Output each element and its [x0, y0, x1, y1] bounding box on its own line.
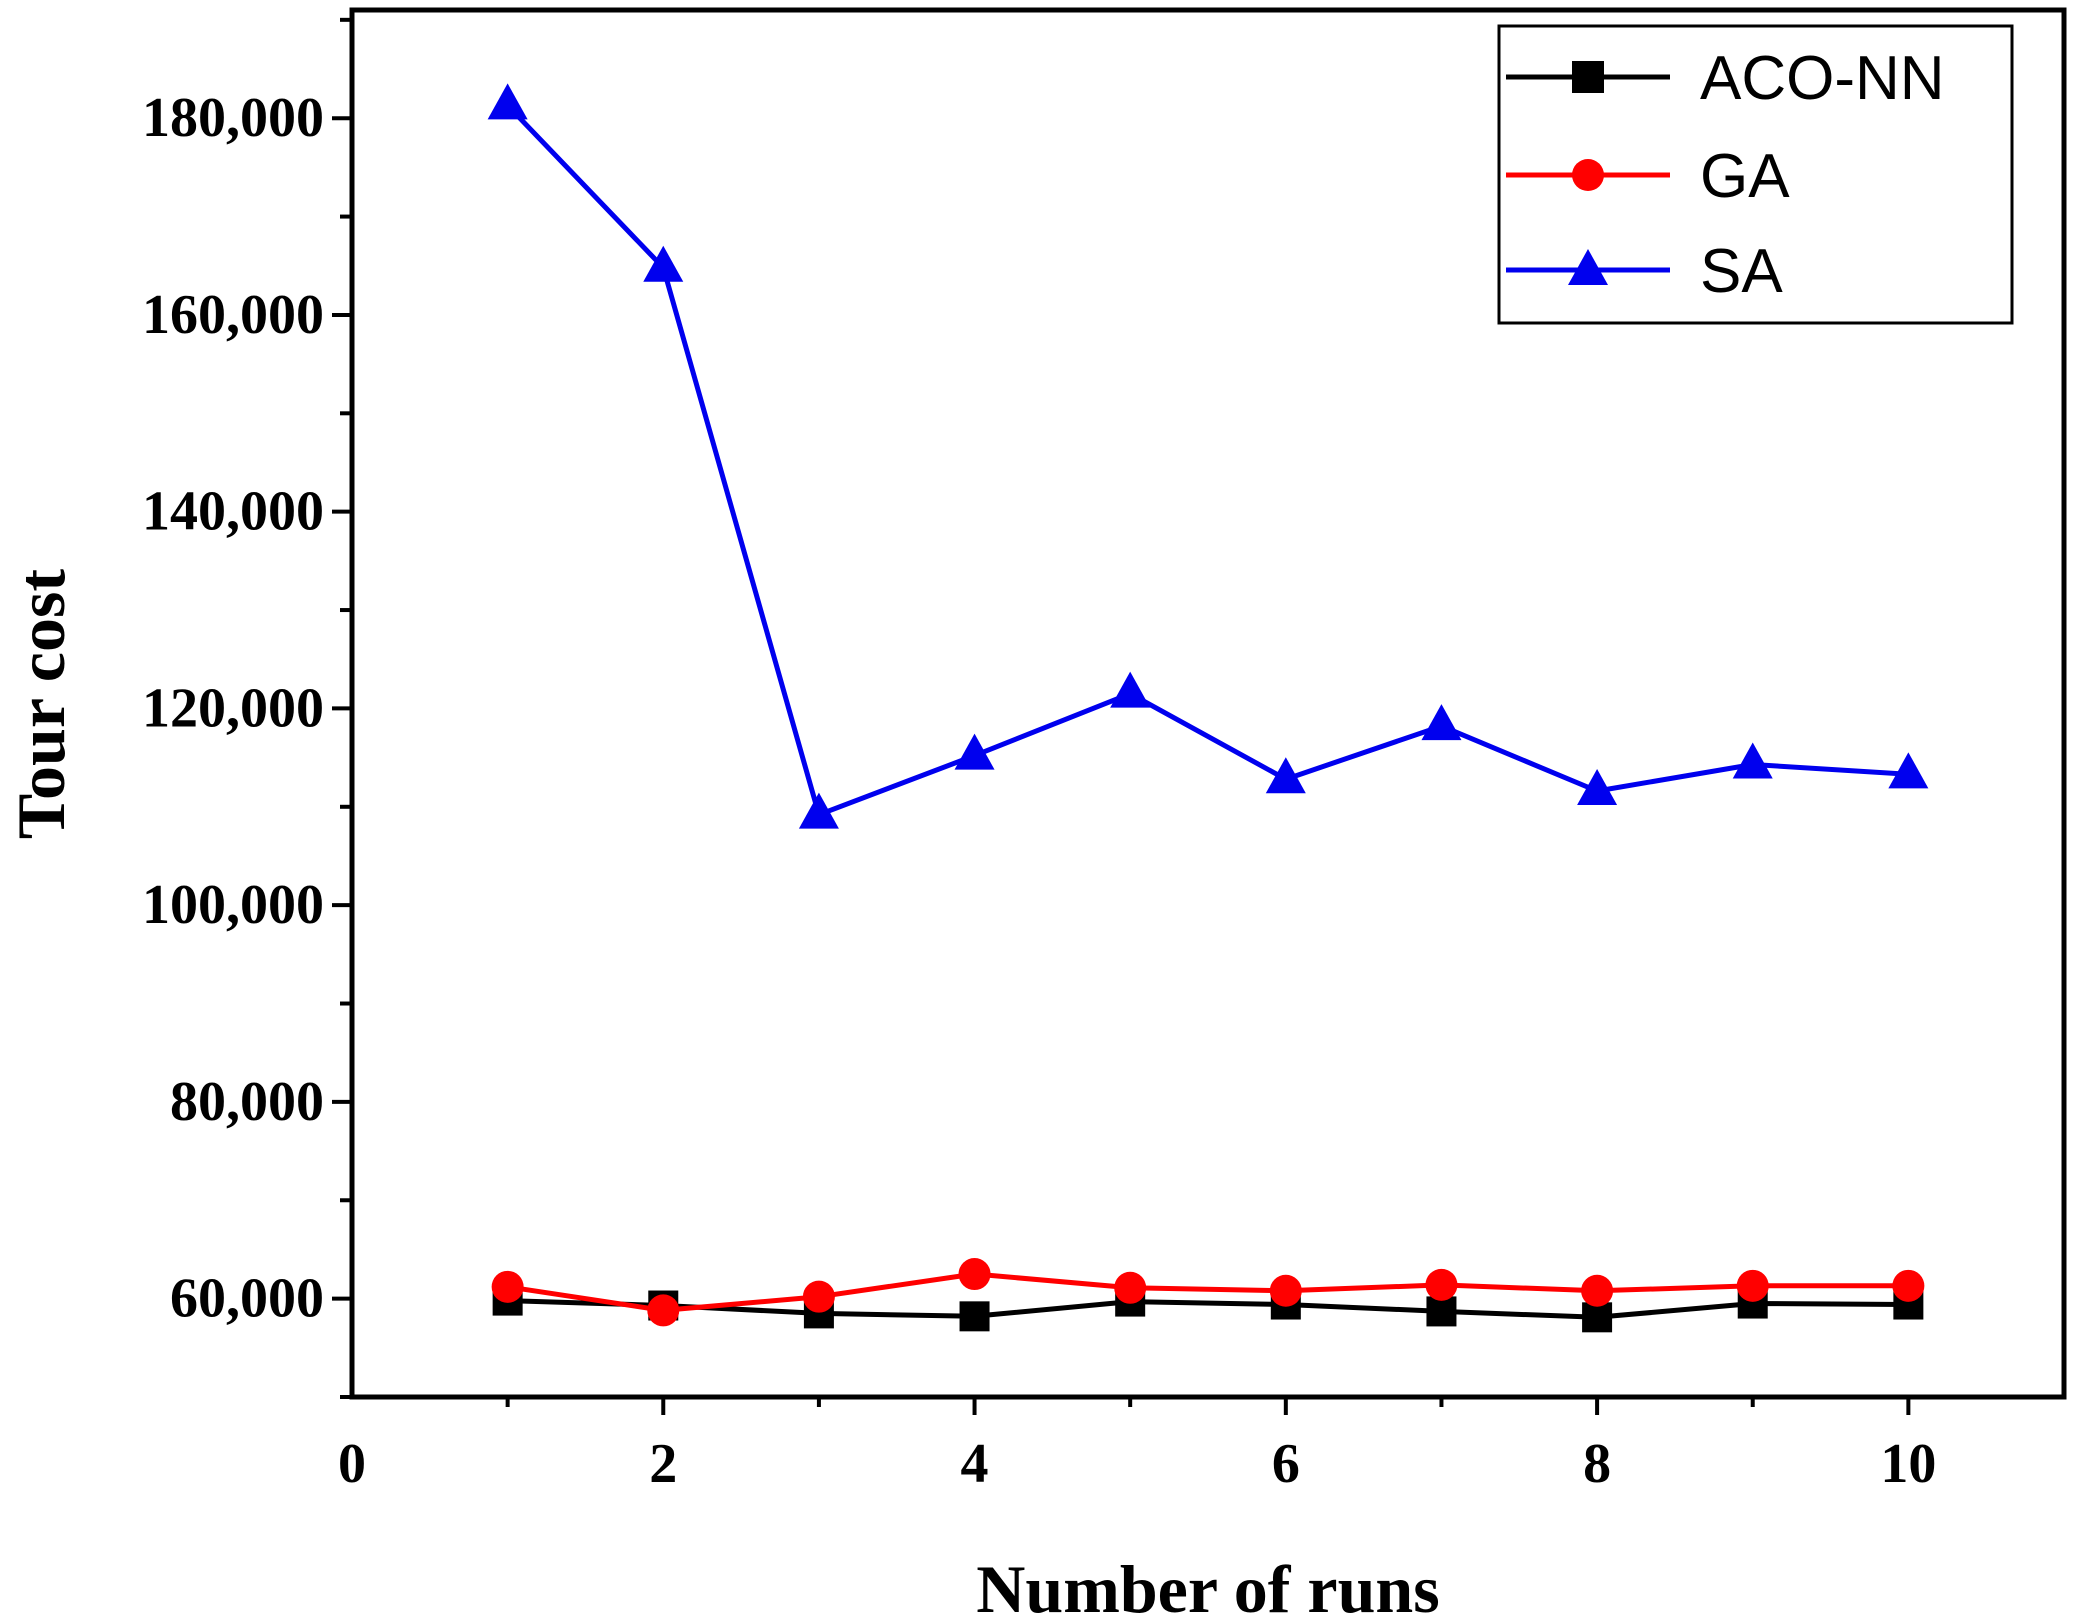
- point-sa: [1421, 704, 1462, 741]
- series-layer: [487, 83, 1929, 1333]
- legend-marker-square-icon: [1572, 61, 1604, 93]
- point-ga: [1425, 1268, 1458, 1301]
- point-ga: [1736, 1269, 1769, 1302]
- y-axis-ticks: 60,000 80,000 100,000 120,000 140,000 160,000…: [142, 17, 352, 1399]
- point-sa: [643, 245, 684, 282]
- point-ga: [1269, 1274, 1302, 1307]
- legend-marker-circle-icon: [1572, 159, 1604, 191]
- point-ga: [802, 1280, 835, 1313]
- series-line-ga: [507, 1271, 1909, 1313]
- series-line-aco-nn: [507, 1298, 1909, 1320]
- x-tick-label: 8: [1583, 1433, 1611, 1495]
- y-tick-label: 120,000: [142, 677, 324, 739]
- point-ga: [1892, 1269, 1925, 1302]
- legend-marker-triangle-icon: [1568, 249, 1608, 285]
- x-tick-label: 2: [649, 1433, 677, 1495]
- x-tick-label: 10: [1880, 1433, 1936, 1495]
- x-tick-label: 4: [961, 1433, 989, 1495]
- x-tick-label: 0: [338, 1433, 366, 1495]
- legend-label-sa: SA: [1700, 237, 1783, 306]
- point-sa: [798, 792, 839, 829]
- point-sa: [1265, 757, 1306, 794]
- plot-frame: [349, 7, 2067, 1400]
- point-aco-nn: [1426, 1296, 1457, 1327]
- point-sa: [1110, 671, 1151, 708]
- y-tick-label: 140,000: [142, 481, 324, 543]
- y-tick-label: 60,000: [170, 1268, 324, 1330]
- point-aco-nn: [959, 1301, 990, 1332]
- point-aco-nn: [1582, 1302, 1613, 1333]
- point-sa: [954, 733, 995, 770]
- legend: ACO-NN GA SA: [1497, 24, 2014, 325]
- x-axis-ticks: 0 2 4 6 8 10: [338, 1397, 1936, 1495]
- point-ga: [1581, 1274, 1614, 1307]
- x-axis-title: Number of runs: [976, 1551, 1439, 1624]
- y-tick-label: 80,000: [170, 1071, 324, 1133]
- y-tick-label: 100,000: [142, 874, 324, 936]
- point-ga: [1114, 1271, 1147, 1304]
- y-tick-label: 180,000: [142, 87, 324, 149]
- point-ga: [647, 1294, 680, 1327]
- y-axis-title: Tour cost: [3, 569, 79, 840]
- legend-label-ga: GA: [1700, 142, 1790, 211]
- series-line-sa: [505, 103, 1909, 818]
- x-tick-label: 6: [1272, 1433, 1300, 1495]
- y-tick-label: 160,000: [142, 284, 324, 346]
- point-sa: [1577, 769, 1618, 806]
- legend-label-aco-nn: ACO-NN: [1700, 44, 1945, 113]
- point-ga: [958, 1258, 991, 1291]
- point-ga: [491, 1270, 524, 1303]
- point-sa: [1888, 752, 1929, 789]
- point-sa: [487, 83, 528, 120]
- point-sa: [1732, 742, 1773, 779]
